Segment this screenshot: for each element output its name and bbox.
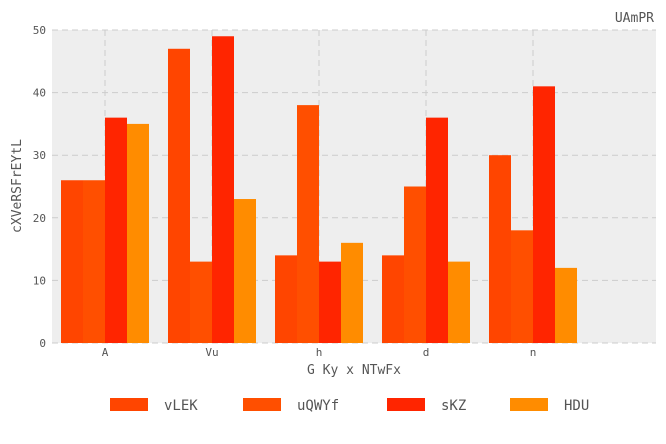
legend-label: sKZ: [441, 398, 466, 414]
bar-sKZ-h: [319, 261, 341, 343]
x-tick-label: h: [316, 346, 323, 359]
y-axis-label: cXVeRSFrEYtL: [10, 139, 25, 233]
legend-label: HDU: [564, 398, 589, 414]
y-tick-label: 0: [39, 337, 46, 350]
legend-item: HDU: [510, 398, 589, 414]
legend-item: sKZ: [387, 398, 466, 414]
bar-sKZ-d: [426, 117, 448, 343]
bar-uQWYf-Vu: [190, 261, 212, 343]
x-tick-label: Vu: [205, 346, 218, 359]
bar-HDU-d: [448, 261, 470, 343]
x-tick-label: n: [530, 346, 537, 359]
x-tick-label: A: [102, 346, 109, 359]
chart-title: UAmPR: [615, 11, 654, 26]
bar-vLEK-n: [489, 155, 511, 343]
x-axis-label: G Ky x NTwFx: [307, 363, 401, 378]
bar-sKZ-n: [533, 86, 555, 343]
legend-label: uQWYf: [297, 398, 339, 414]
legend-swatch: [387, 398, 425, 411]
bar-vLEK-Vu: [168, 48, 190, 343]
legend-label: vLEK: [164, 398, 198, 414]
bar-HDU-A: [127, 123, 149, 344]
bar-HDU-Vu: [234, 199, 256, 343]
bar-HDU-n: [555, 267, 577, 343]
y-tick-label: 10: [33, 274, 46, 287]
legend-swatch: [243, 398, 281, 411]
bars: [61, 36, 577, 344]
bar-uQWYf-h: [297, 105, 319, 344]
bar-uQWYf-n: [511, 230, 533, 343]
legend: vLEK uQWYf sKZ HDU: [110, 398, 589, 414]
legend-item: uQWYf: [243, 398, 339, 414]
bar-uQWYf-A: [83, 180, 105, 343]
bar-sKZ-A: [105, 117, 127, 343]
y-axis-ticks: 0 10 20 30 40 50: [33, 24, 46, 350]
bar-uQWYf-d: [404, 186, 426, 343]
y-tick-label: 20: [33, 212, 46, 225]
legend-item: vLEK: [110, 398, 198, 414]
x-tick-label: d: [423, 346, 430, 359]
x-axis-ticks: A Vu h d n: [102, 346, 537, 359]
bar-sKZ-Vu: [212, 36, 234, 343]
y-tick-label: 50: [33, 24, 46, 37]
y-tick-label: 40: [33, 87, 46, 100]
y-tick-label: 30: [33, 149, 46, 162]
legend-swatch: [510, 398, 548, 411]
bar-HDU-h: [341, 242, 363, 343]
bar-vLEK-d: [382, 255, 404, 343]
bar-vLEK-A: [61, 180, 83, 343]
bar-vLEK-h: [275, 255, 297, 343]
legend-swatch: [110, 398, 148, 411]
